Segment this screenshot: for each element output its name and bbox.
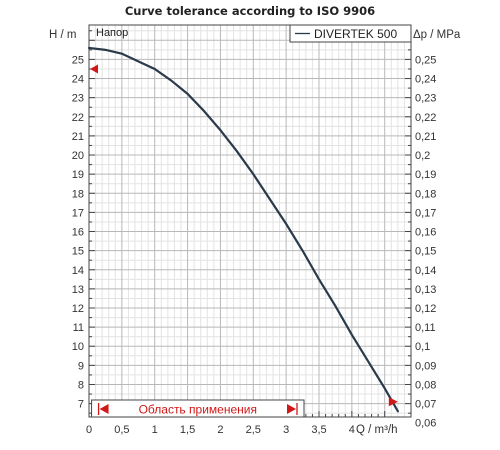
y2-tick-label: 0,21 [415,131,436,143]
x-tick-label: 0 [86,424,92,436]
y2-tick-label: 0,2 [415,150,430,162]
y2-tick-label: 0,15 [415,246,436,258]
y-tick-label: 7 [78,399,84,411]
y-tick-label: 21 [72,131,84,143]
x-tick-label: 3 [283,424,289,436]
y2-tick-label: 0,23 [415,93,436,105]
y2-tick-label: 0,24 [415,74,436,86]
y-tick-label: 15 [72,246,84,258]
x-tick-label: 4 [349,424,355,436]
application-range-box [91,399,305,418]
y-tick-label: 12 [72,303,84,315]
application-range: Область применения [91,399,305,418]
q-tolerance-marker-icon [388,397,398,407]
y2-tick-label: 0,1 [415,341,430,353]
y-axis-title: H / m [49,29,76,41]
range-left-arrow-icon [99,404,109,414]
y-tick-label: 19 [72,169,84,181]
tolerance-markers [90,64,398,407]
y-tick-label: 14 [72,265,84,277]
legend-label: DIVERTEK 500 [314,27,397,41]
y-tick-label: 22 [72,112,84,124]
y2-tick-label: 0,14 [415,265,436,277]
major-grid [89,25,411,417]
y2-tick-label: 0,09 [415,360,436,372]
plot-frame [88,24,412,418]
y-tick-label: 17 [72,207,84,219]
y2-tick-label: 0,13 [415,284,436,296]
axis-ticks [88,30,411,417]
minor-grid [89,25,412,417]
y-tick-label: 11 [73,322,84,334]
y2-tick-labels: 0,06 0,07 0,08 0,09 0,1 0,11 0,12 0,13 0,14 0,15 0… [415,54,436,429]
y-tick-label: 24 [72,74,84,86]
chart-title: Curve tolerance according to ISO 9906 [124,4,376,18]
y2-tick-label: 0,07 [415,399,436,411]
y2-tick-label: 0,16 [415,227,436,239]
h-tolerance-marker-icon [90,64,98,74]
y-tick-label: 13 [72,284,84,296]
series-line-divertek-500 [87,46,399,413]
y2-tick-label: 0,18 [415,188,436,200]
y2-tick-label: 0,22 [415,112,436,124]
y2-tick-label: 0,12 [415,303,436,315]
range-right-arrow-icon [287,404,296,414]
y2-tick-label: 0,17 [415,207,436,219]
legend: DIVERTEK 500 [289,24,412,43]
y-tick-label: 10 [72,341,84,353]
x-tick-labels: 0 0,5 1 1,5 2 2,5 3 3,5 4 [86,424,355,436]
y-tick-label: 16 [72,227,84,239]
y-tick-label: 9 [78,360,84,372]
y2-tick-label: 0,25 [415,54,436,66]
x-tick-label: 0,5 [114,424,129,436]
application-range-label: Область применения [139,403,257,417]
y-tick-label: 20 [72,150,84,162]
y2-axis-title: Δp / MPa [413,29,461,41]
y2-tick-label: 0,08 [415,379,436,391]
legend-box [289,24,412,43]
head-annotation: Напор [96,27,128,39]
y2-tick-label: 0,11 [415,322,436,334]
x-tick-label: 2,5 [246,424,261,436]
y2-tick-label: 0,19 [415,169,436,181]
y2-tick-label: 0,06 [415,418,436,430]
x-tick-label: 2 [217,424,223,436]
y-tick-labels: 7 8 9 10 11 12 13 14 15 16 17 18 19 20 21 22 23 24 25 [72,54,84,410]
y-tick-label: 8 [78,379,84,391]
y-tick-label: 23 [72,93,84,105]
y-tick-label: 25 [72,54,84,66]
x-tick-label: 1,5 [180,424,195,436]
x-axis-title: Q / m³/h [356,424,398,436]
x-tick-label: 1 [152,424,158,436]
y-tick-label: 18 [72,188,84,200]
x-tick-label: 3,5 [311,424,326,436]
